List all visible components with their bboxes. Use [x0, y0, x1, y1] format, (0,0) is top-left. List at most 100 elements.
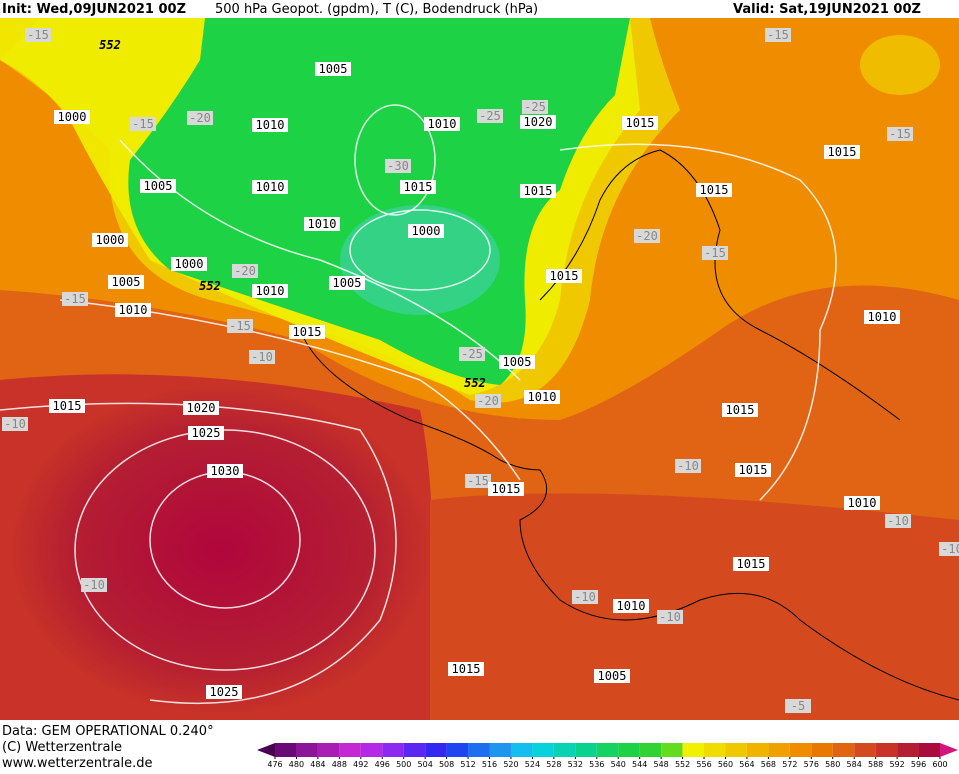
pressure-label: 1015	[524, 184, 553, 198]
label-box	[227, 319, 253, 333]
label-box	[183, 401, 219, 415]
label-box	[424, 117, 460, 131]
colorbar-label: 504	[418, 760, 433, 769]
colorbar-swatch	[532, 743, 554, 757]
label-box	[400, 180, 436, 194]
colorbar-label: 532	[568, 760, 583, 769]
colorbar-label: 484	[310, 760, 325, 769]
colorbar-swatch	[875, 743, 898, 757]
pressure-label: 1020	[187, 401, 216, 415]
pressure-label: 1005	[144, 179, 173, 193]
label-box	[252, 180, 288, 194]
colorbar-swatch	[489, 743, 511, 757]
colorbar-swatch	[596, 743, 619, 757]
colorbar-swatch	[618, 743, 640, 757]
colorbar-swatch	[768, 743, 790, 757]
colorbar-label: 512	[460, 760, 475, 769]
pressure-label: 1015	[700, 183, 729, 197]
pressure-label: 1015	[550, 269, 579, 283]
temperature-label: -10	[251, 350, 273, 364]
label-box	[232, 264, 258, 278]
label-box	[824, 145, 860, 159]
colorbar-label: 584	[847, 760, 862, 769]
colorbar-label: 564	[739, 760, 754, 769]
colorbar-swatch	[746, 743, 769, 757]
pressure-label: 1015	[452, 662, 481, 676]
valid-time: Valid: Sat,19JUN2021 00Z	[733, 2, 921, 17]
temperature-label: -25	[461, 347, 483, 361]
colorbar-label: 496	[375, 760, 390, 769]
colorbar-swatch	[897, 743, 919, 757]
temperature-label: -30	[387, 159, 409, 173]
label-box	[465, 474, 491, 488]
pressure-label: 1010	[868, 310, 897, 324]
temperature-label: -10	[574, 590, 596, 604]
pressure-label: 1010	[119, 303, 148, 317]
temperature-label: -10	[887, 514, 909, 528]
temperature-label: -15	[64, 292, 86, 306]
colorbar-label: 560	[718, 760, 733, 769]
pressure-label: 1010	[617, 599, 646, 613]
label-box	[844, 496, 880, 510]
pressure-label: 1005	[503, 355, 532, 369]
colorbar-swatch	[854, 743, 876, 757]
pressure-label: 1000	[175, 257, 204, 271]
label-box	[2, 417, 28, 431]
label-box	[702, 246, 728, 260]
label-box	[522, 100, 548, 114]
label-box	[722, 403, 758, 417]
label-box	[622, 116, 658, 130]
label-box	[92, 233, 128, 247]
label-box	[499, 355, 535, 369]
colorbar-swatch	[468, 743, 490, 757]
colorbar-label: 540	[611, 760, 626, 769]
colorbar-swatch	[510, 743, 533, 757]
label-box	[634, 229, 660, 243]
temperature-label: -10	[83, 578, 105, 592]
pressure-label: 1015	[53, 399, 82, 413]
label-box	[249, 350, 275, 364]
label-box	[733, 557, 769, 571]
pressure-label: 1015	[739, 463, 768, 477]
label-box	[140, 179, 176, 193]
label-box	[572, 590, 598, 604]
colorbar-swatch	[575, 743, 597, 757]
colorbar-swatch	[553, 743, 576, 757]
pressure-label: 1015	[737, 557, 766, 571]
colorbar-label: 588	[868, 760, 883, 769]
colorbar-swatch	[275, 743, 297, 757]
temperature-label: -20	[477, 394, 499, 408]
label-box	[315, 62, 351, 76]
colorbar-swatch	[811, 743, 833, 757]
colorbar-swatch	[704, 743, 726, 757]
colorbar-swatch	[789, 743, 812, 757]
temperature-label: -20	[189, 111, 211, 125]
colorbar-label: 568	[761, 760, 776, 769]
label-box	[594, 669, 630, 683]
pressure-label: 1015	[828, 145, 857, 159]
temperature-label: -25	[524, 100, 546, 114]
temperature-label: -15	[132, 117, 154, 131]
temperature-label: -10	[659, 610, 681, 624]
map-title: 500 hPa Geopot. (gpdm), T (C), Bodendruc…	[215, 2, 538, 17]
pressure-label: 1005	[319, 62, 348, 76]
pressure-label: 1010	[256, 180, 285, 194]
label-box	[188, 426, 224, 440]
height-contour-label: 552	[199, 279, 221, 293]
colorbar-label: 600	[932, 760, 947, 769]
label-box	[207, 464, 243, 478]
label-box	[49, 399, 85, 413]
label-box	[206, 685, 242, 699]
colorbar-label: 552	[675, 760, 690, 769]
label-box	[81, 578, 107, 592]
label-box	[385, 159, 411, 173]
label-box	[304, 217, 340, 231]
colorbar-label: 520	[503, 760, 518, 769]
colorbar-label: 492	[353, 760, 368, 769]
pressure-label: 1025	[192, 426, 221, 440]
pressure-label: 1030	[211, 464, 240, 478]
temperature-label: -10	[941, 542, 959, 556]
colorbar-swatch	[382, 743, 404, 757]
pressure-label: 1010	[528, 390, 557, 404]
